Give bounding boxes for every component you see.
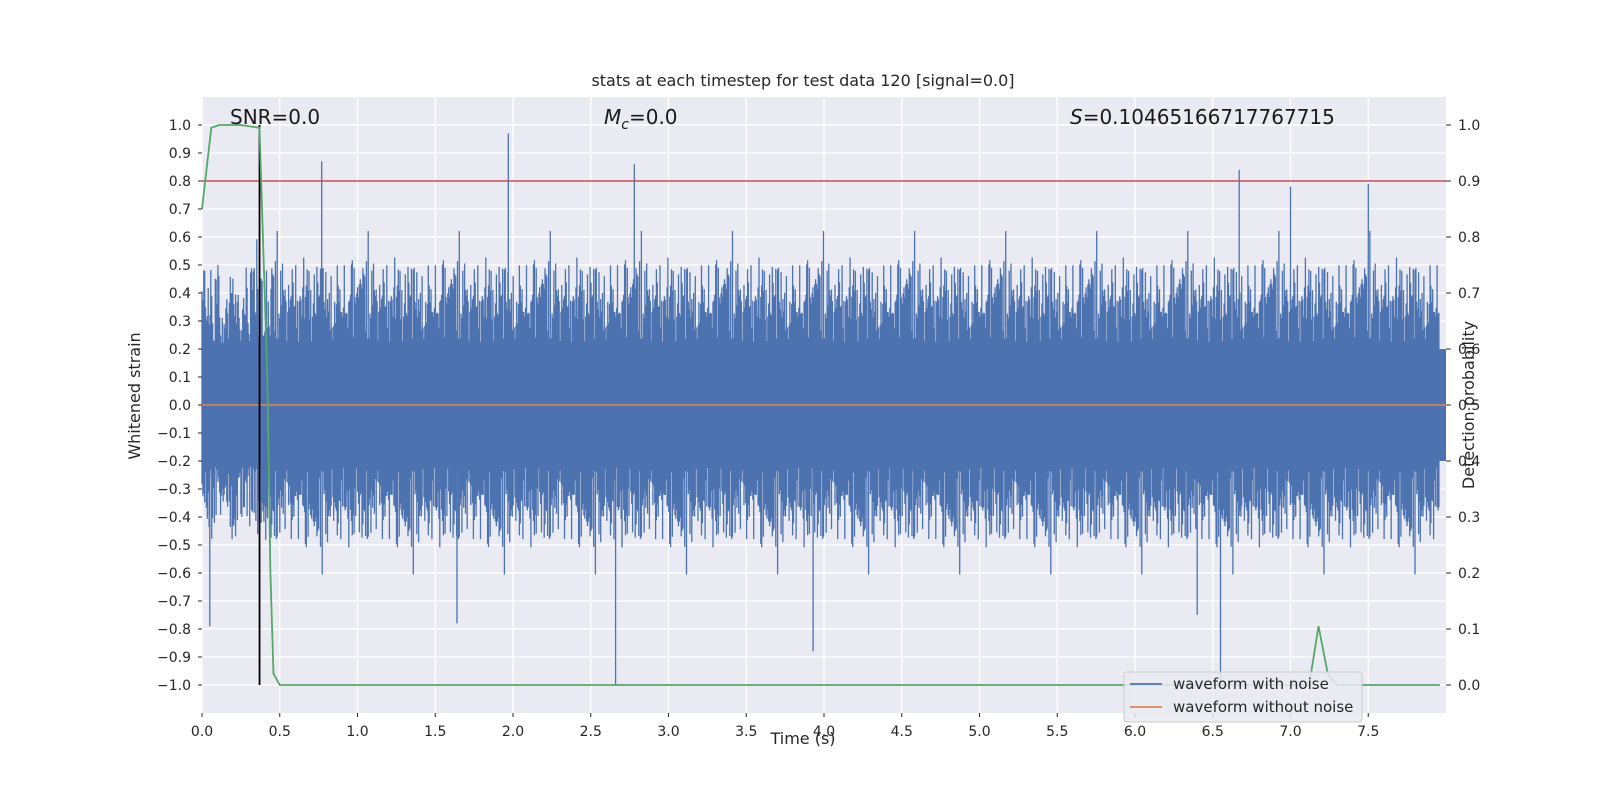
y2-tick-label: 1.0 bbox=[1458, 118, 1480, 134]
y2-tick-label: 0.5 bbox=[1458, 398, 1480, 414]
legend-label-clean: waveform without noise bbox=[1173, 698, 1353, 716]
y2-tick-label: 0.4 bbox=[1458, 454, 1480, 470]
y2-axis-label: Detection probability bbox=[1459, 321, 1478, 489]
y-tick-label: 1.0 bbox=[169, 118, 191, 134]
x-tick-label: 1.5 bbox=[424, 724, 446, 740]
y-tick-label: 0.4 bbox=[169, 286, 191, 302]
score-annotation: S=0.10465166717767715 bbox=[1070, 105, 1335, 129]
x-axis-ticks: 0.0 0.5 1.0 1.5 2.0 2.5 3.0 3.5 4.0 4.5 5.0 5.5 6.0 6… bbox=[191, 713, 1379, 740]
x-tick-label: 0.5 bbox=[269, 724, 291, 740]
y-tick-label: 0.5 bbox=[169, 258, 191, 274]
y2-tick-label: 0.6 bbox=[1458, 342, 1480, 358]
legend-label-noisy: waveform with noise bbox=[1173, 675, 1329, 693]
y-tick-label: 0.6 bbox=[169, 230, 191, 246]
y-tick-label: 0.0 bbox=[169, 398, 191, 414]
x-tick-label: 0.0 bbox=[191, 724, 213, 740]
y-tick-label: 0.2 bbox=[169, 342, 191, 358]
y2-tick-label: 0.0 bbox=[1458, 678, 1480, 694]
y-axis-label: Whitened strain bbox=[125, 332, 144, 459]
x-tick-label: 7.0 bbox=[1279, 724, 1301, 740]
y-tick-label: −0.2 bbox=[157, 454, 191, 470]
chirp-mass-annotation: Mc=0.0 bbox=[604, 105, 678, 133]
y-tick-label: 0.9 bbox=[169, 146, 191, 162]
chirp-mass-value: =0.0 bbox=[629, 105, 678, 129]
x-tick-label: 3.0 bbox=[657, 724, 679, 740]
x-tick-label: 7.5 bbox=[1357, 724, 1379, 740]
y-tick-label: 0.3 bbox=[169, 314, 191, 330]
y2-tick-label: 0.8 bbox=[1458, 230, 1480, 246]
y2-tick-label: 0.2 bbox=[1458, 566, 1480, 582]
x-tick-label: 4.0 bbox=[813, 724, 835, 740]
x-tick-label: 6.0 bbox=[1124, 724, 1146, 740]
x-tick-label: 5.0 bbox=[968, 724, 990, 740]
y-tick-label: −0.7 bbox=[157, 594, 191, 610]
x-axis-label: Time (s) bbox=[769, 729, 835, 748]
chart-title: stats at each timestep for test data 120… bbox=[591, 71, 1014, 90]
y-tick-label: 0.7 bbox=[169, 202, 191, 218]
x-tick-label: 2.0 bbox=[502, 724, 524, 740]
y-tick-label: 0.1 bbox=[169, 370, 191, 386]
x-tick-label: 2.5 bbox=[580, 724, 602, 740]
y-tick-label: −0.4 bbox=[157, 510, 191, 526]
legend-box bbox=[1123, 671, 1363, 723]
y2-tick-label: 0.1 bbox=[1458, 622, 1480, 638]
detection-probability-line bbox=[201, 124, 1440, 686]
y-tick-label: −0.9 bbox=[157, 650, 191, 666]
y-tick-label: 0.8 bbox=[169, 174, 191, 190]
score-value: =0.10465166717767715 bbox=[1083, 105, 1335, 129]
y2-axis-ticks: 1.0 0.9 0.8 0.7 0.6 0.5 0.4 0.3 0.2 0.1 0.0 bbox=[1446, 118, 1480, 694]
x-tick-label: 1.0 bbox=[346, 724, 368, 740]
x-tick-label: 6.5 bbox=[1202, 724, 1224, 740]
legend: waveform with noise waveform without noi… bbox=[1123, 671, 1363, 723]
score-symbol: S bbox=[1070, 105, 1083, 129]
chirp-mass-subscript: c bbox=[621, 117, 629, 133]
y-tick-label: −1.0 bbox=[157, 678, 191, 694]
y-tick-label: −0.6 bbox=[157, 566, 191, 582]
y2-tick-label: 0.3 bbox=[1458, 510, 1480, 526]
y2-tick-label: 0.9 bbox=[1458, 174, 1480, 190]
y-axis-ticks: 1.0 0.9 0.8 0.7 0.6 0.5 0.4 0.3 0.2 0.1 0.0 −0.1 −0.… bbox=[157, 118, 202, 694]
snr-annotation: SNR=0.0 bbox=[230, 105, 320, 129]
y-tick-label: −0.8 bbox=[157, 622, 191, 638]
y2-tick-label: 0.7 bbox=[1458, 286, 1480, 302]
chirp-mass-symbol: M bbox=[604, 105, 621, 129]
x-tick-label: 4.5 bbox=[891, 724, 913, 740]
y-tick-label: −0.5 bbox=[157, 538, 191, 554]
x-tick-label: 5.5 bbox=[1046, 724, 1068, 740]
y-tick-label: −0.1 bbox=[157, 426, 191, 442]
y-tick-label: −0.3 bbox=[157, 482, 191, 498]
x-tick-label: 3.5 bbox=[735, 724, 757, 740]
